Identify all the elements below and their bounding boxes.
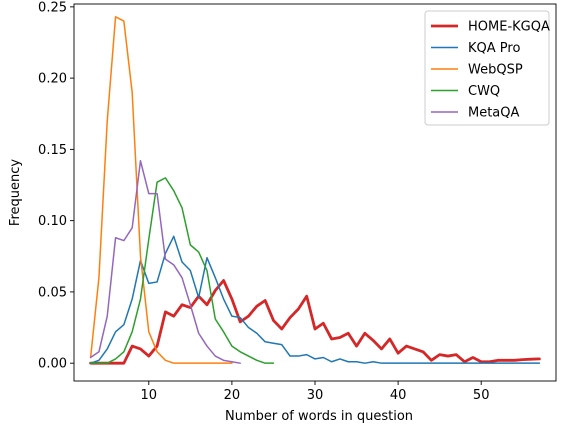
legend-label-webqsp: WebQSP <box>468 63 523 78</box>
legend-label-home-kgqa: HOME-KGQA <box>468 20 550 35</box>
y-tick-label: 0.00 <box>38 357 67 372</box>
y-tick-label: 0.05 <box>38 285 67 300</box>
y-tick-label: 0.25 <box>38 0 67 15</box>
x-tick-label: 30 <box>307 388 324 403</box>
y-axis-ticks: 0.00 0.05 0.10 0.15 0.20 0.25 <box>38 0 74 372</box>
legend-label-metaqa: MetaQA <box>468 106 520 121</box>
x-tick-label: 10 <box>141 388 158 403</box>
x-axis-ticks: 10 20 30 40 50 <box>141 381 490 403</box>
series-layer <box>89 16 541 365</box>
series-line-metaqa <box>89 160 241 364</box>
y-axis-label: Frequency <box>8 159 23 226</box>
legend-box <box>424 10 550 126</box>
series-line-home-kgqa <box>89 279 541 365</box>
y-tick-label: 0.15 <box>38 143 67 158</box>
x-tick-label: 40 <box>390 388 407 403</box>
legend-label-cwq: CWQ <box>468 84 500 99</box>
x-axis-label: Number of words in question <box>225 409 413 424</box>
series-line-cwq <box>89 177 275 364</box>
series-line-kqa-pro <box>89 235 541 364</box>
x-tick-label: 50 <box>473 388 490 403</box>
legend: HOME-KGQA KQA Pro WebQSP CWQ MetaQA <box>424 10 550 126</box>
x-tick-label: 20 <box>224 388 241 403</box>
y-tick-label: 0.10 <box>38 214 67 229</box>
legend-label-kqa-pro: KQA Pro <box>468 41 520 56</box>
y-tick-label: 0.20 <box>38 72 67 87</box>
series-line-webqsp <box>89 16 233 364</box>
